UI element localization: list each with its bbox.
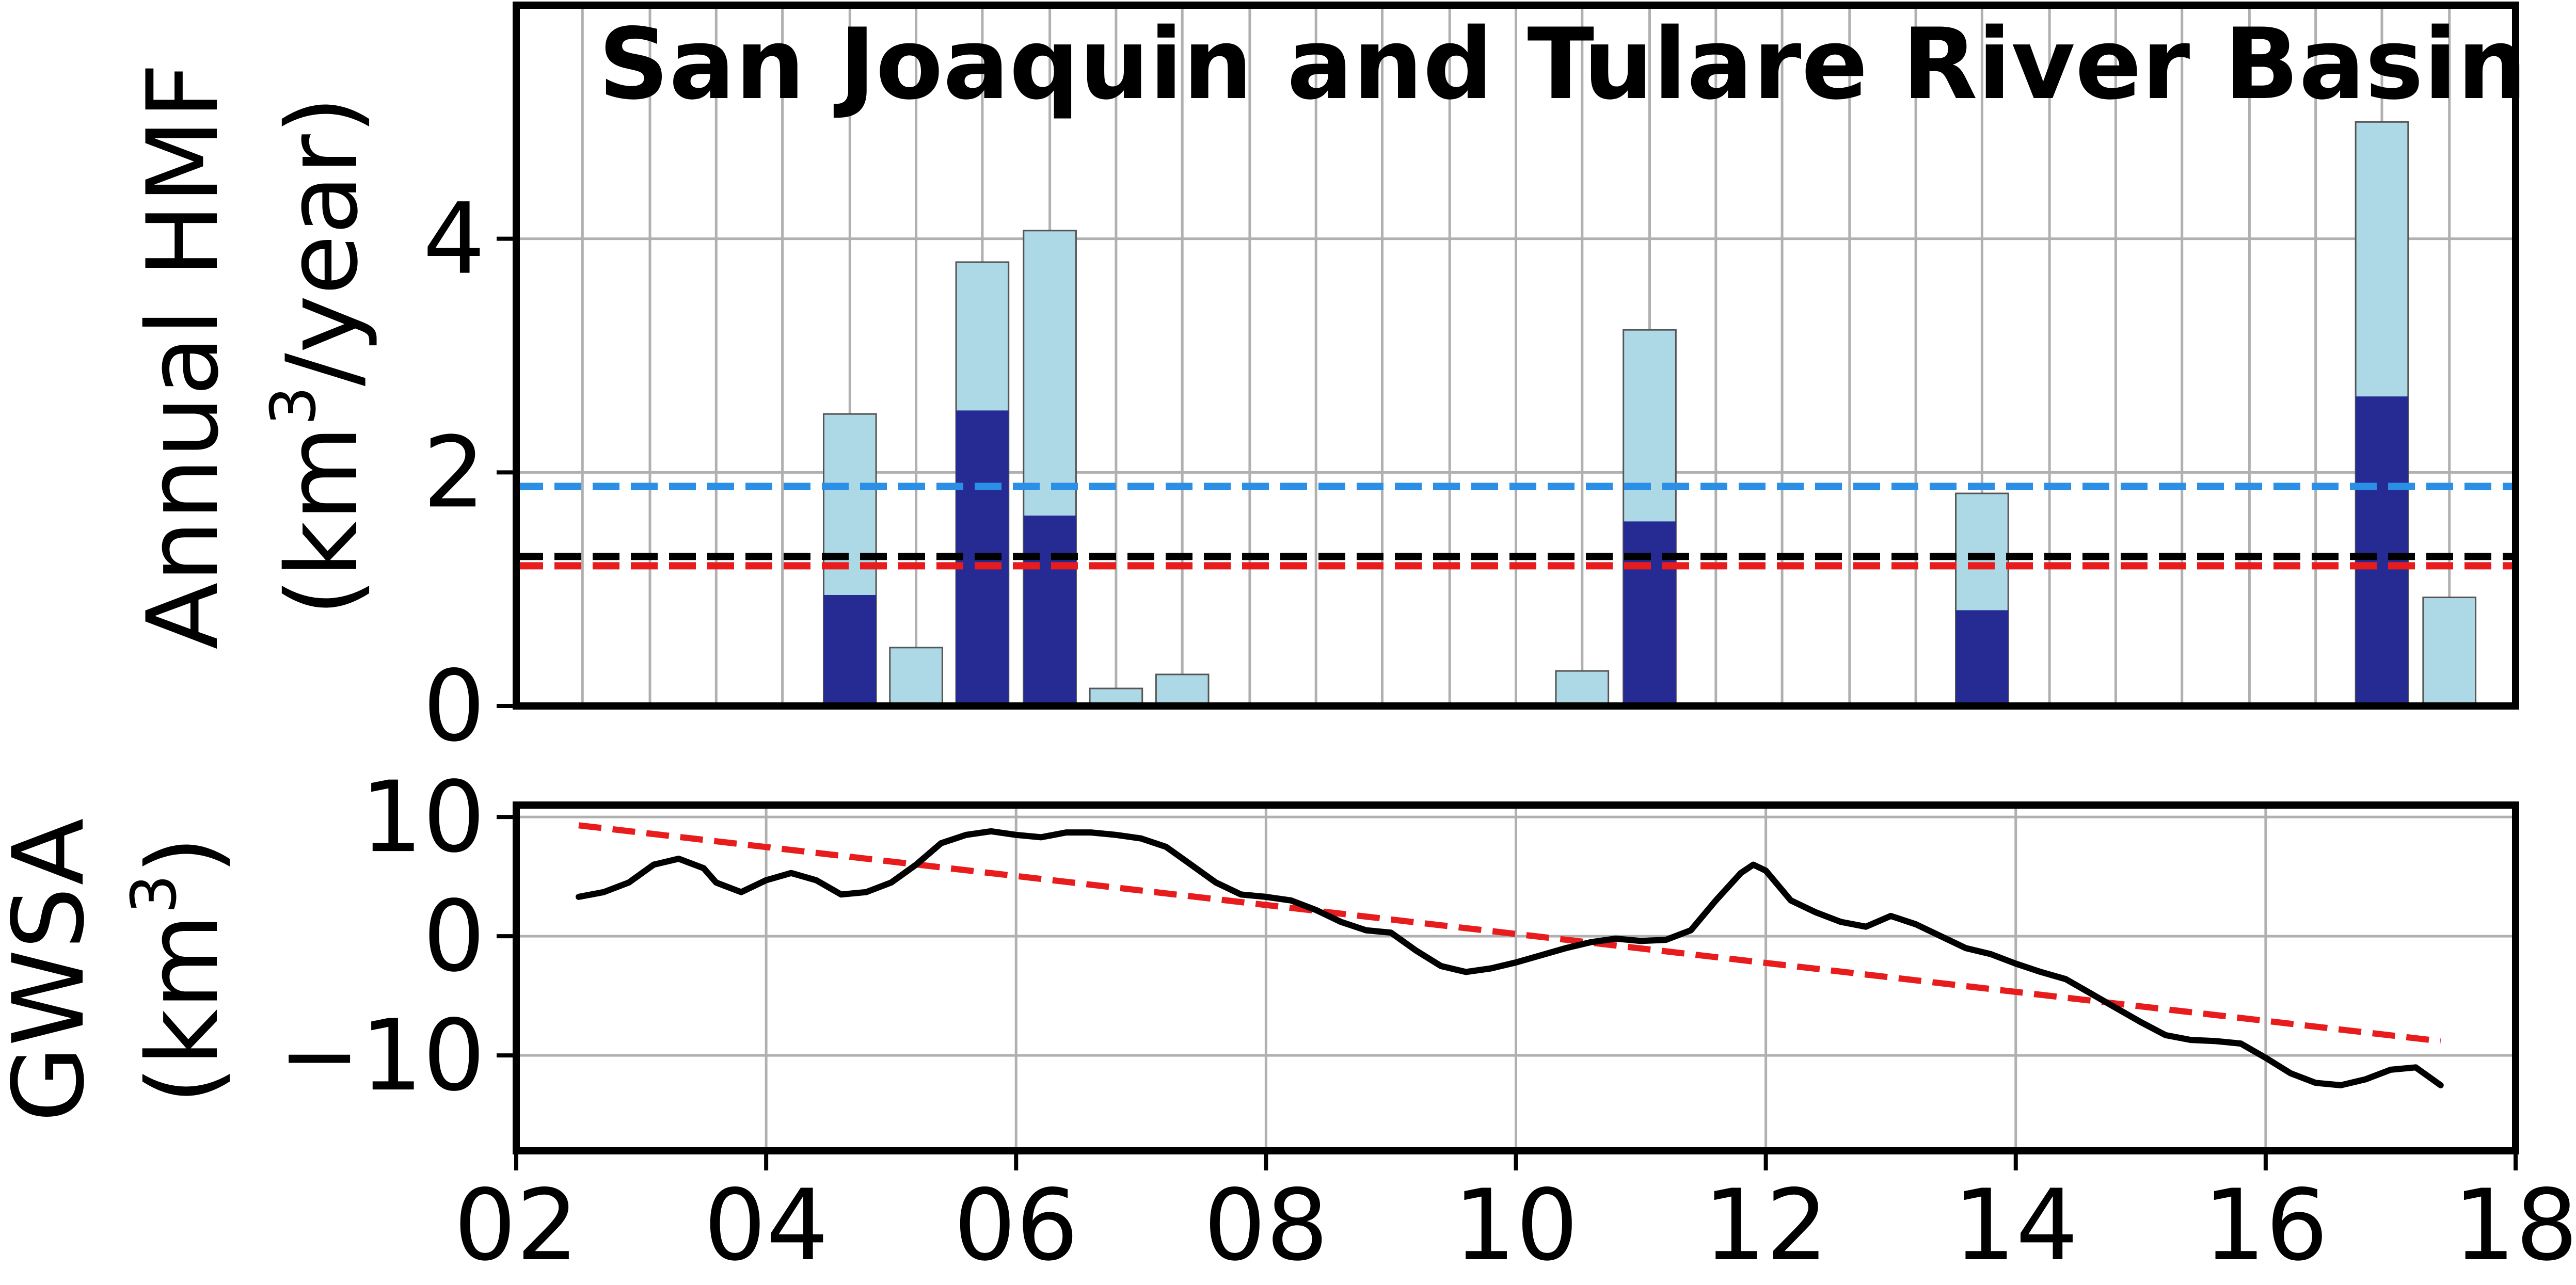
xtick-label: 16 — [2203, 1168, 2328, 1282]
xtick-label: 14 — [1953, 1168, 2078, 1282]
xtick-label: 18 — [2453, 1168, 2576, 1282]
hmf-y-axis-unit: (km3/year) — [258, 96, 379, 616]
hmf-ytick-label: 0 — [423, 649, 485, 763]
hmf-bar-component — [823, 595, 877, 706]
x-ticks: 02 04 06 08 10 12 14 16 18 — [454, 1151, 2576, 1282]
gwsa-series — [576, 822, 2444, 1088]
hmf-reference-lines — [516, 483, 2516, 570]
gwsa-gridlines — [515, 805, 2517, 1151]
hmf-y-ticks: 0 2 4 — [423, 182, 516, 763]
hmf-ytick-label: 4 — [423, 182, 485, 296]
hmf-ytick-label: 2 — [423, 415, 485, 529]
gwsa-unit-suffix: ) — [126, 836, 240, 874]
chart-title: San Joaquin and Tulare River Basin — [598, 7, 2527, 121]
hmf-bar-component — [1955, 610, 2009, 706]
hmf-bar-total — [1555, 670, 1610, 707]
hmf-bar-component — [2356, 396, 2408, 706]
gwsa-ytick-label: 10 — [360, 760, 485, 874]
hmf-bar-total — [1155, 673, 1210, 707]
hmf-bar-panel: 0 2 4 San Joaquin and Tulare River Basin A… — [126, 2, 2527, 763]
gwsa-y-axis-unit: (km3) — [119, 836, 240, 1104]
gwsa-y-axis-label: GWSA — [0, 818, 106, 1122]
xtick-label: 12 — [1704, 1168, 1828, 1282]
hmf-unit-superscript: 3 — [258, 386, 330, 425]
hmf-bar-component — [1623, 521, 1676, 706]
gwsa-trend-line — [578, 822, 2441, 1045]
xtick-label: 08 — [1203, 1168, 1328, 1282]
xtick-label: 10 — [1454, 1168, 1579, 1282]
gwsa-ytick-label: 0 — [423, 879, 485, 993]
xtick-label: 02 — [454, 1168, 579, 1282]
gwsa-unit-prefix: (km — [126, 914, 240, 1104]
gwsa-unit-superscript: 3 — [119, 874, 190, 913]
gwsa-ytick-label: −10 — [278, 999, 485, 1113]
xtick-label: 06 — [953, 1168, 1078, 1282]
hmf-unit-suffix: /year) — [265, 96, 379, 386]
hmf-y-axis-label-line1: Annual HMF — [126, 63, 240, 650]
gwsa-series-line — [576, 828, 2444, 1088]
hmf-bar-component — [1023, 516, 1076, 706]
hmf-unit-prefix: (km — [265, 426, 379, 616]
xtick-label: 04 — [704, 1168, 829, 1282]
hmf-plot-frame — [513, 2, 2519, 710]
hmf-bar-total — [2422, 597, 2477, 707]
hmf-y-axis-label: Annual HMF — [126, 63, 240, 650]
hmf-bar-total — [889, 647, 943, 707]
